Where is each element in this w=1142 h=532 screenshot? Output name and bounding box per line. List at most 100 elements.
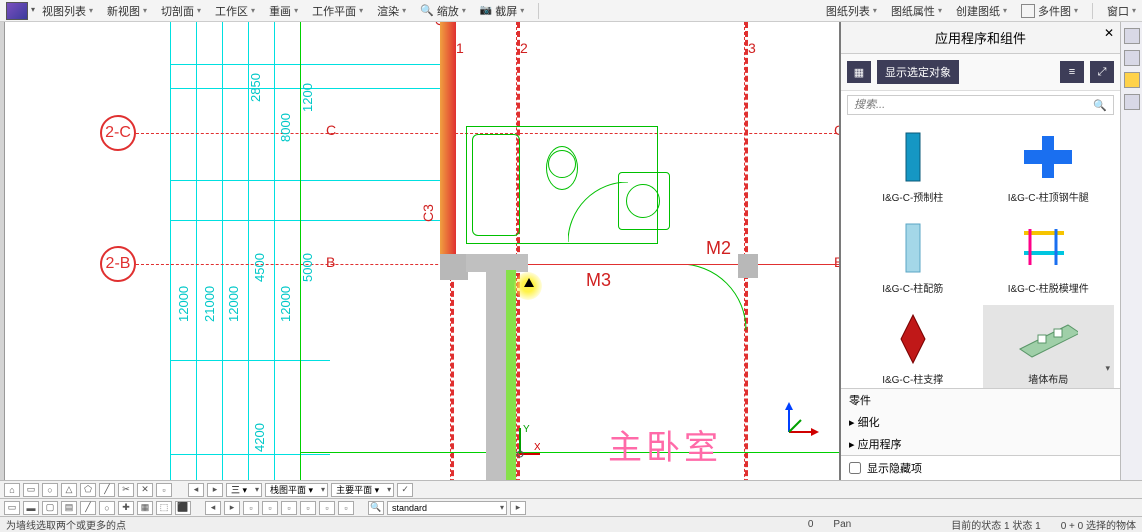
show-hidden-checkbox[interactable]	[849, 462, 861, 474]
bt2-c[interactable]: ▢	[42, 501, 58, 515]
menu-screenshot[interactable]: 📷截屏▾	[480, 3, 524, 19]
expand-icon[interactable]: ⤢	[1090, 61, 1114, 83]
status-selection: 0 + 0 选择的物体	[1061, 517, 1136, 532]
bt2-f[interactable]: ○	[99, 501, 115, 515]
bt1-line-icon[interactable]: ╱	[99, 483, 115, 497]
multidrawing-icon	[1021, 4, 1035, 18]
dim-12000a: 12000	[176, 286, 191, 322]
bt2-search-icon[interactable]: 🔍	[368, 501, 384, 515]
bt2-i[interactable]: ⬚	[156, 501, 172, 515]
bt2-b[interactable]: ▬	[23, 501, 39, 515]
view-list-icon[interactable]: ≡	[1060, 61, 1084, 83]
ribbon-btn-3[interactable]	[1124, 72, 1140, 88]
bt2-n[interactable]: ▫	[262, 501, 278, 515]
bt2-g[interactable]: ✚	[118, 501, 134, 515]
cursor-icon	[524, 278, 534, 287]
search-icon[interactable]: 🔍	[1087, 99, 1113, 112]
dim-5000: 5000	[300, 253, 315, 282]
bt1-dd1[interactable]: 三 ▾	[226, 483, 262, 497]
menu-render[interactable]: 渲染▾	[377, 3, 406, 19]
bt1-dd2[interactable]: 栈图平面 ▾	[265, 483, 328, 497]
bt2-o[interactable]: ▫	[281, 501, 297, 515]
status-prompt: 为墙线选取两个或更多的点	[6, 517, 126, 532]
view-grid-icon[interactable]: ▦	[847, 61, 871, 83]
menu-viewlist[interactable]: 视图列表▾	[42, 3, 93, 19]
dim-4200: 4200	[252, 423, 267, 452]
menu-window[interactable]: 窗口▾	[1107, 3, 1136, 19]
right-ribbon	[1120, 22, 1142, 480]
tree-apps[interactable]: ▸ 应用程序	[841, 433, 1120, 455]
col-c3: C3	[420, 204, 436, 222]
components-panel: 应用程序和组件 ✕ ▦ 显示选定对象 ≡ ⤢ 🔍 I&G-C-预制柱	[840, 22, 1120, 480]
tree-detail[interactable]: ▸ 细化	[841, 411, 1120, 433]
bt1-cut-icon[interactable]: ✂	[118, 483, 134, 497]
bt2-h[interactable]: ▦	[137, 501, 153, 515]
bt1-rect-icon[interactable]: ▭	[23, 483, 39, 497]
axis-b-right: B	[834, 254, 840, 270]
bt2-apply-icon[interactable]: ▸	[510, 501, 526, 515]
tree-parts[interactable]: 零件	[841, 389, 1120, 411]
menu-drawingprops[interactable]: 图纸属性▾	[891, 3, 942, 19]
comp-wall-layout[interactable]: 墙体布局 ▾	[983, 305, 1115, 388]
status-bar: 为墙线选取两个或更多的点 0 Pan 目前的状态 1 状态 1 0 + 0 选择…	[0, 516, 1142, 532]
bt1-ok-icon[interactable]: ✓	[397, 483, 413, 497]
panel-close-icon[interactable]: ✕	[1104, 26, 1114, 40]
comp-demold[interactable]: I&G-C-柱脱模埋件	[983, 214, 1115, 301]
grid-bubble-2c: 2-C	[100, 115, 136, 151]
dim-2850: 2850	[248, 73, 263, 102]
bt2-a[interactable]: ▭	[4, 501, 20, 515]
menu-multidrawing[interactable]: 多件图▾	[1021, 3, 1078, 19]
bt2-p[interactable]: ▫	[300, 501, 316, 515]
chevron-down-icon[interactable]: ▾	[1105, 363, 1110, 374]
bt1-circle-icon[interactable]: ○	[42, 483, 58, 497]
bt2-l[interactable]: ▸	[224, 501, 240, 515]
bt1-btn9[interactable]: ▫	[156, 483, 172, 497]
bt2-j[interactable]: ⬛	[175, 501, 191, 515]
comp-precast-column[interactable]: I&G-C-预制柱	[847, 123, 979, 210]
menu-createdrawing[interactable]: 创建图纸▾	[956, 3, 1007, 19]
bt2-m[interactable]: ▫	[243, 501, 259, 515]
axis-b-left: B	[326, 254, 335, 270]
menu-workarea[interactable]: 工作区▾	[215, 3, 255, 19]
comp-corbel[interactable]: I&G-C-柱顶钢牛腿	[983, 123, 1115, 210]
grid-bubble-2b: 2-B	[100, 246, 136, 282]
menu-workplane[interactable]: 工作平面▾	[312, 3, 363, 19]
bt1-tri-icon[interactable]: △	[61, 483, 77, 497]
dim-1200: 1200	[300, 83, 315, 112]
svg-text:Y: Y	[523, 424, 530, 435]
menu-zoom[interactable]: 🔍缩放▾	[420, 3, 466, 19]
bt2-standard-dd[interactable]: standard	[387, 501, 507, 515]
ribbon-btn-4[interactable]	[1124, 94, 1140, 110]
category-tree: 零件 ▸ 细化 ▸ 应用程序	[841, 388, 1120, 455]
bt1-x-icon[interactable]: ✕	[137, 483, 153, 497]
bt1-prev-icon[interactable]: ◂	[188, 483, 204, 497]
axis-c-left: C	[326, 122, 336, 138]
search-input[interactable]	[848, 96, 1087, 114]
menu-section[interactable]: 切剖面▾	[161, 3, 201, 19]
bt1-home-icon[interactable]: ⌂	[4, 483, 20, 497]
bt2-r[interactable]: ▫	[338, 501, 354, 515]
comp-brace[interactable]: I&G-C-柱支撑	[847, 305, 979, 388]
bt2-k[interactable]: ◂	[205, 501, 221, 515]
menu-drawinglist[interactable]: 图纸列表▾	[826, 3, 877, 19]
bt2-q[interactable]: ▫	[319, 501, 335, 515]
ucs-icon: Y X	[500, 420, 540, 460]
menu-newview[interactable]: 新视图▾	[107, 3, 147, 19]
drawing-canvas[interactable]: 2-C 2-B C B C B 1 2 3 1 2 3 C1 C3	[0, 22, 840, 480]
bt2-d[interactable]: ▤	[61, 501, 77, 515]
dim-4500: 4500	[252, 253, 267, 282]
bt1-dd3[interactable]: 主要平面 ▾	[331, 483, 394, 497]
dim-12000c: 12000	[278, 286, 293, 322]
bt1-poly-icon[interactable]: ⬠	[80, 483, 96, 497]
show-selected-button[interactable]: 显示选定对象	[877, 60, 959, 84]
grid-num-2-top: 2	[520, 40, 528, 56]
app-logo[interactable]	[6, 2, 28, 20]
menu-redraw[interactable]: 重画▾	[269, 3, 298, 19]
status-zero: 0	[808, 519, 814, 530]
comp-rebar[interactable]: I&G-C-柱配筋	[847, 214, 979, 301]
search-box[interactable]: 🔍	[847, 95, 1114, 115]
ribbon-btn-2[interactable]	[1124, 50, 1140, 66]
bt2-e[interactable]: ╱	[80, 501, 96, 515]
bt1-next-icon[interactable]: ▸	[207, 483, 223, 497]
ribbon-btn-1[interactable]	[1124, 28, 1140, 44]
